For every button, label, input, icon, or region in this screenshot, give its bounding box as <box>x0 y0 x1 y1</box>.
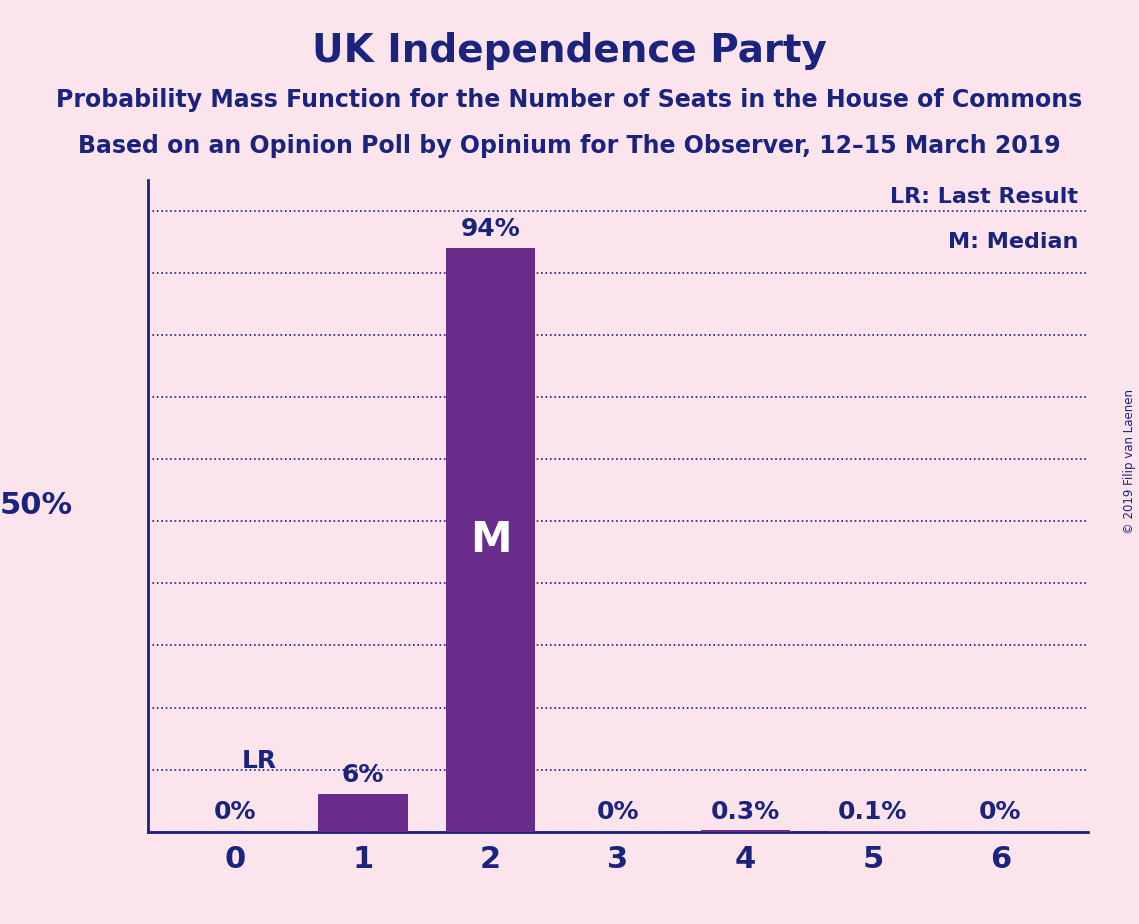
Text: 6%: 6% <box>342 763 384 787</box>
Text: 50%: 50% <box>0 492 73 520</box>
Text: 0.3%: 0.3% <box>711 800 780 824</box>
Text: 0%: 0% <box>214 800 256 824</box>
Bar <box>445 249 535 832</box>
Text: M: Median: M: Median <box>948 232 1079 252</box>
Text: 0.1%: 0.1% <box>838 800 908 824</box>
Text: M: M <box>469 519 511 561</box>
Text: © 2019 Filip van Laenen: © 2019 Filip van Laenen <box>1123 390 1137 534</box>
Bar <box>318 795 408 832</box>
Text: LR: LR <box>241 749 277 773</box>
Text: LR: Last Result: LR: Last Result <box>891 187 1079 207</box>
Text: Probability Mass Function for the Number of Seats in the House of Commons: Probability Mass Function for the Number… <box>56 88 1083 112</box>
Bar <box>700 830 790 832</box>
Text: 94%: 94% <box>460 217 521 241</box>
Text: Based on an Opinion Poll by Opinium for The Observer, 12–15 March 2019: Based on an Opinion Poll by Opinium for … <box>79 134 1060 158</box>
Text: 0%: 0% <box>980 800 1022 824</box>
Text: UK Independence Party: UK Independence Party <box>312 32 827 70</box>
Text: 0%: 0% <box>597 800 639 824</box>
